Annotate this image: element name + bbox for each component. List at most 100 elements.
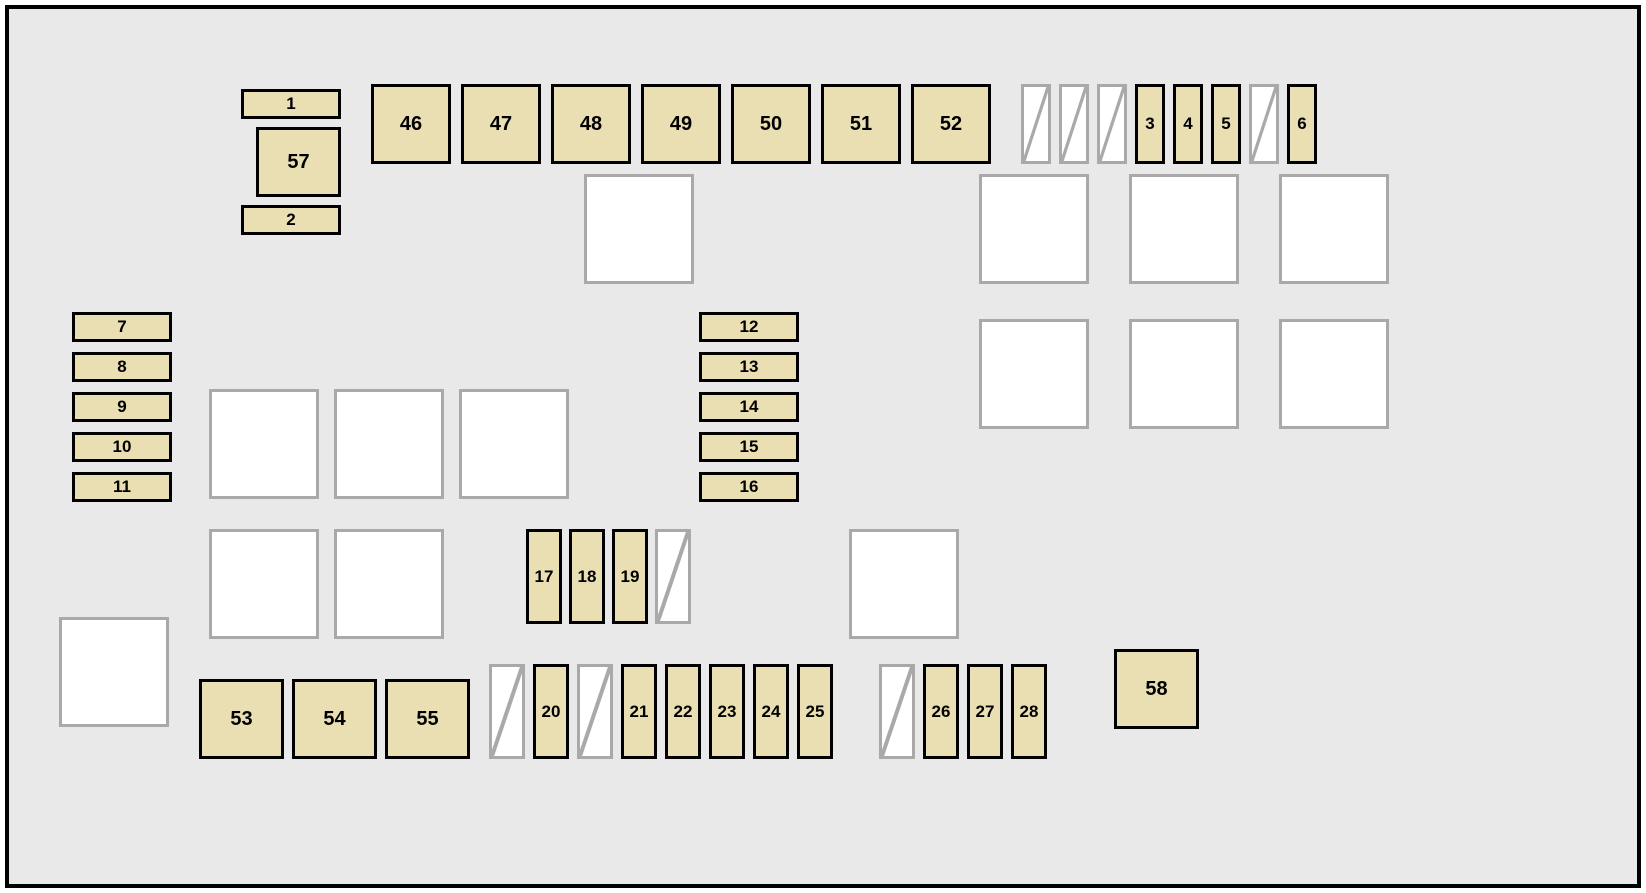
fuse-47-label: 47 <box>490 113 512 136</box>
fuse-3-label: 3 <box>1145 114 1154 134</box>
relay-top-2 <box>979 174 1089 284</box>
fuse-3: 3 <box>1135 84 1165 164</box>
fuse-7-label: 7 <box>117 317 126 337</box>
fuse-25: 25 <box>797 664 833 759</box>
fuse-54: 54 <box>292 679 377 759</box>
relay-mid-4 <box>1279 319 1389 429</box>
fuse-26: 26 <box>923 664 959 759</box>
fuse-15: 15 <box>699 432 799 462</box>
fuse-19-label: 19 <box>621 567 640 587</box>
relay-top-3 <box>1129 174 1239 284</box>
fuse-6: 6 <box>1287 84 1317 164</box>
fuse-17-label: 17 <box>535 567 554 587</box>
fuse-47: 47 <box>461 84 541 164</box>
fuse-22: 22 <box>665 664 701 759</box>
fuse-box-frame: 1 57 2 46 47 48 49 50 51 52 3 4 5 6 7 8 9 10 11 12 13 14 15 16 1… <box>5 5 1641 888</box>
relay-low-l2 <box>334 529 444 639</box>
fuse-58: 58 <box>1114 649 1199 729</box>
fuse-6-label: 6 <box>1297 114 1306 134</box>
fuse-57: 57 <box>256 127 341 197</box>
slash-t1 <box>1021 84 1051 164</box>
fuse-13: 13 <box>699 352 799 382</box>
fuse-box-layout: 1 57 2 46 47 48 49 50 51 52 3 4 5 6 7 8 9 10 11 12 13 14 15 16 1… <box>9 9 1645 884</box>
fuse-24: 24 <box>753 664 789 759</box>
fuse-1-label: 1 <box>286 94 295 114</box>
fuse-11: 11 <box>72 472 172 502</box>
relay-low-l1 <box>209 529 319 639</box>
relay-mid-l3 <box>459 389 569 499</box>
slash-t2 <box>1059 84 1089 164</box>
fuse-5: 5 <box>1211 84 1241 164</box>
relay-mid-l2 <box>334 389 444 499</box>
fuse-18: 18 <box>569 529 605 624</box>
fuse-2-label: 2 <box>286 210 295 230</box>
fuse-5-label: 5 <box>1221 114 1230 134</box>
fuse-12-label: 12 <box>740 317 759 337</box>
slash-b2 <box>577 664 613 759</box>
fuse-14-label: 14 <box>740 397 759 417</box>
fuse-28-label: 28 <box>1020 702 1039 722</box>
slash-b3 <box>879 664 915 759</box>
fuse-1: 1 <box>241 89 341 119</box>
fuse-55-label: 55 <box>416 708 438 731</box>
fuse-50-label: 50 <box>760 113 782 136</box>
fuse-13-label: 13 <box>740 357 759 377</box>
fuse-19: 19 <box>612 529 648 624</box>
slash-b1 <box>489 664 525 759</box>
fuse-57-label: 57 <box>287 151 309 174</box>
slash-t4 <box>1249 84 1279 164</box>
fuse-51-label: 51 <box>850 113 872 136</box>
fuse-4: 4 <box>1173 84 1203 164</box>
fuse-27-label: 27 <box>976 702 995 722</box>
fuse-21: 21 <box>621 664 657 759</box>
fuse-15-label: 15 <box>740 437 759 457</box>
fuse-25-label: 25 <box>806 702 825 722</box>
fuse-26-label: 26 <box>932 702 951 722</box>
fuse-48-label: 48 <box>580 113 602 136</box>
fuse-54-label: 54 <box>323 708 345 731</box>
fuse-20: 20 <box>533 664 569 759</box>
fuse-23-label: 23 <box>718 702 737 722</box>
fuse-46: 46 <box>371 84 451 164</box>
fuse-22-label: 22 <box>674 702 693 722</box>
fuse-50: 50 <box>731 84 811 164</box>
fuse-58-label: 58 <box>1145 678 1167 701</box>
fuse-49: 49 <box>641 84 721 164</box>
fuse-17: 17 <box>526 529 562 624</box>
fuse-10-label: 10 <box>113 437 132 457</box>
fuse-52: 52 <box>911 84 991 164</box>
fuse-7: 7 <box>72 312 172 342</box>
fuse-11-label: 11 <box>113 477 131 497</box>
relay-mid-2 <box>979 319 1089 429</box>
fuse-18-label: 18 <box>578 567 597 587</box>
fuse-4-label: 4 <box>1183 114 1192 134</box>
slash-t3 <box>1097 84 1127 164</box>
fuse-16: 16 <box>699 472 799 502</box>
fuse-9-label: 9 <box>117 397 126 417</box>
fuse-55: 55 <box>385 679 470 759</box>
fuse-51: 51 <box>821 84 901 164</box>
fuse-53: 53 <box>199 679 284 759</box>
relay-top-4 <box>1279 174 1389 284</box>
fuse-49-label: 49 <box>670 113 692 136</box>
relay-low-r <box>849 529 959 639</box>
fuse-21-label: 21 <box>630 702 649 722</box>
fuse-23: 23 <box>709 664 745 759</box>
fuse-52-label: 52 <box>940 113 962 136</box>
fuse-9: 9 <box>72 392 172 422</box>
fuse-12: 12 <box>699 312 799 342</box>
fuse-27: 27 <box>967 664 1003 759</box>
relay-bot-l <box>59 617 169 727</box>
fuse-16-label: 16 <box>740 477 759 497</box>
fuse-53-label: 53 <box>230 708 252 731</box>
fuse-10: 10 <box>72 432 172 462</box>
fuse-28: 28 <box>1011 664 1047 759</box>
relay-top-1 <box>584 174 694 284</box>
fuse-46-label: 46 <box>400 113 422 136</box>
relay-mid-l1 <box>209 389 319 499</box>
fuse-48: 48 <box>551 84 631 164</box>
fuse-24-label: 24 <box>762 702 781 722</box>
fuse-20-label: 20 <box>542 702 561 722</box>
fuse-14: 14 <box>699 392 799 422</box>
fuse-8-label: 8 <box>117 357 126 377</box>
